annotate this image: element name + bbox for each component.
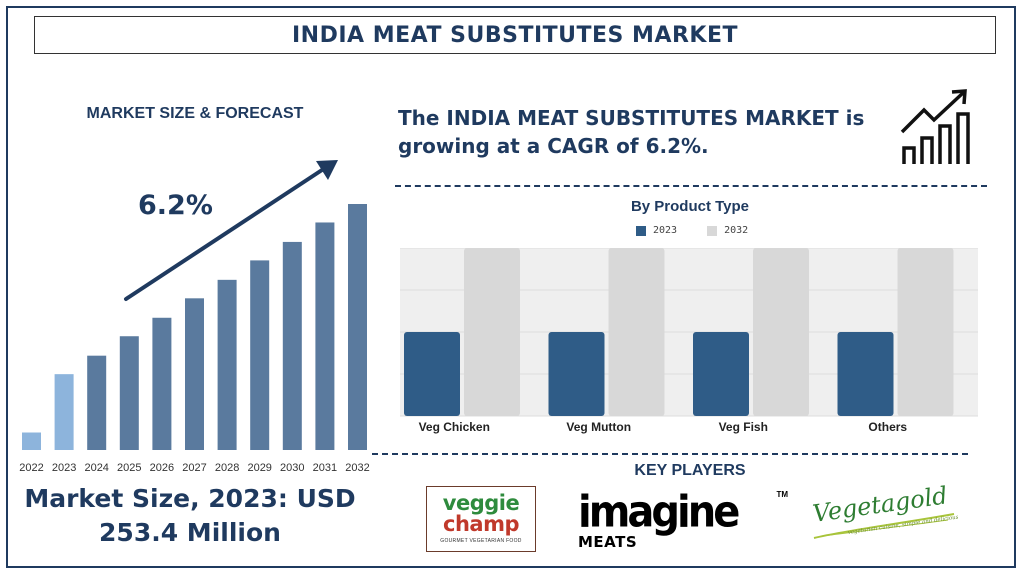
bar-veg-mutton-2032	[608, 248, 665, 416]
cagr-headline: The INDIA MEAT SUBSTITUTES MARKET is gro…	[398, 104, 908, 160]
imagine-meats-trademark: TM	[776, 490, 788, 499]
title-box: INDIA MEAT SUBSTITUTES MARKET	[34, 16, 996, 54]
bar-2025	[119, 336, 139, 450]
divider-top	[395, 185, 987, 187]
cagr-label: 6.2%	[138, 190, 213, 221]
tick-label-2025: 2025	[117, 462, 141, 474]
category-label-veg-chicken: Veg Chicken	[419, 420, 490, 434]
page-frame	[6, 6, 1016, 568]
bar-2024	[87, 355, 107, 450]
tick-label-2022: 2022	[19, 462, 43, 474]
veggie-champ-tagline: GOURMET VEGETARIAN FOOD	[440, 538, 522, 544]
market-size-title: MARKET SIZE & FORECAST	[86, 105, 304, 122]
bar-veg-chicken-2032	[464, 248, 520, 416]
category-label-veg-fish: Veg Fish	[719, 420, 768, 434]
legend-swatch-2023	[636, 225, 646, 236]
bar-veg-fish-2032	[753, 248, 809, 416]
tick-label-2023: 2023	[52, 462, 76, 474]
tick-label-2026: 2026	[150, 462, 174, 474]
veggie-champ-logo: veggie champ GOURMET VEGETARIAN FOOD	[426, 486, 536, 552]
product-type-chart: Veg Chicken Veg Mutton Veg Fish Others	[400, 248, 978, 434]
cagr-headline-line1: The INDIA MEAT SUBSTITUTES MARKET is	[398, 106, 865, 130]
bar-veg-mutton-2023	[548, 332, 605, 416]
category-label-veg-mutton: Veg Mutton	[566, 420, 631, 434]
trend-arrow-line	[124, 168, 324, 301]
bar-2028	[217, 279, 237, 450]
legend-swatch-2032	[707, 225, 718, 236]
legend-label-2023: 2023	[653, 225, 678, 236]
tick-label-2031: 2031	[313, 462, 337, 474]
legend-item-2032: 2032	[707, 225, 748, 236]
market-size-chart: 2022 2023 2024 2025 2026 2027 2028 2029 2030 2031…	[19, 160, 370, 474]
category-label-others: Others	[868, 420, 907, 434]
growth-chart-icon	[900, 89, 970, 164]
imagine-meats-logo-line2: MEATS	[578, 533, 638, 551]
tick-label-2027: 2027	[182, 462, 206, 474]
product-type-legend: 2023 2032	[636, 225, 778, 236]
imagine-meats-logo-line1: imagine	[578, 486, 740, 538]
divider-bottom	[372, 453, 968, 455]
bar-2030	[282, 241, 302, 450]
vegetagold-logo: Vegetagold vegetarian cuisine, simple an…	[811, 484, 958, 539]
bar-2022	[22, 432, 41, 450]
cagr-headline-line2: growing at a CAGR of 6.2%.	[398, 134, 709, 158]
bar-2023	[54, 374, 74, 450]
page-title: INDIA MEAT SUBSTITUTES MARKET	[291, 22, 738, 48]
tick-label-2024: 2024	[84, 462, 108, 474]
bar-others-2023	[837, 332, 894, 416]
trend-arrow-head	[316, 160, 338, 180]
bar-veg-fish-2023	[693, 332, 749, 416]
legend-label-2032: 2032	[724, 225, 749, 236]
imagine-meats-logo: imagine MEATS TM	[578, 490, 788, 554]
market-size-footer-line2: 253.4 Million	[99, 518, 281, 547]
bar-others-2032	[897, 248, 954, 416]
bar-2026	[152, 317, 172, 450]
legend-item-2023: 2023	[636, 225, 677, 236]
tick-label-2032: 2032	[345, 462, 369, 474]
product-type-title: By Product Type	[630, 198, 750, 215]
bar-2029	[250, 260, 270, 450]
tick-label-2029: 2029	[247, 462, 271, 474]
market-size-footer-line1: Market Size, 2023: USD	[24, 484, 356, 513]
veggie-champ-logo-line1: veggie	[442, 491, 520, 515]
key-players-title: KEY PLAYERS	[634, 462, 746, 479]
tick-label-2028: 2028	[215, 462, 239, 474]
bar-2027	[185, 298, 204, 450]
tick-label-2030: 2030	[280, 462, 304, 474]
bar-2031	[315, 222, 335, 450]
bar-2032	[348, 204, 367, 450]
bar-veg-chicken-2023	[404, 332, 460, 416]
veggie-champ-logo-line2: champ	[443, 512, 519, 536]
market-size-footer: Market Size, 2023: USD 253.4 Million	[10, 482, 370, 550]
